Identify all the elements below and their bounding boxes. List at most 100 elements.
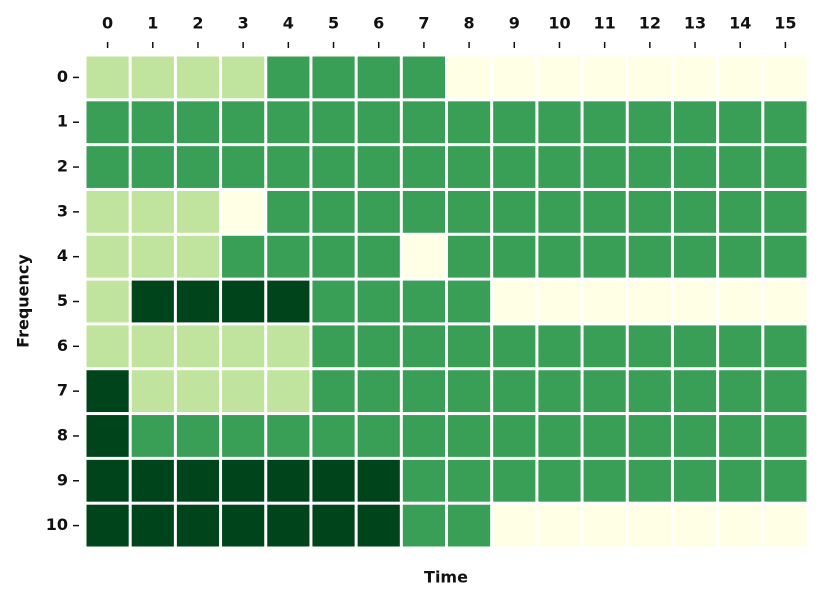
heatmap-cell (222, 504, 265, 547)
heatmap-cell (357, 56, 400, 99)
heatmap-cell (493, 146, 536, 188)
heatmap-cell (448, 235, 491, 278)
x-tick-label: 11 (594, 14, 616, 33)
heatmap-cell (222, 415, 265, 457)
heatmap-cell (267, 370, 310, 413)
heatmap-cell (673, 504, 717, 547)
x-axis-label: Time (424, 568, 468, 587)
y-tick-label: 8 (57, 425, 68, 444)
heatmap-cell (764, 235, 807, 278)
heatmap-cell (719, 101, 762, 144)
heatmap-cell (86, 56, 129, 99)
heatmap-cell (402, 459, 445, 502)
heatmap-cell (312, 325, 355, 368)
heatmap-cell (628, 56, 671, 99)
heatmap-cell (719, 280, 762, 323)
x-tick-label: 9 (509, 14, 520, 33)
heatmap-cell (86, 235, 129, 278)
heatmap-cell (312, 370, 355, 413)
heatmap-cell (402, 101, 445, 144)
x-tick-label: 13 (684, 14, 706, 33)
heatmap-cell (673, 101, 717, 144)
heatmap-cell (131, 190, 174, 233)
heatmap-cell (222, 146, 265, 188)
heatmap-cell (267, 56, 310, 99)
heatmap-cell (312, 235, 355, 278)
heatmap-cell (764, 190, 807, 233)
heatmap-cell (583, 370, 626, 413)
heatmap-cell (357, 235, 400, 278)
heatmap-cell (222, 101, 265, 144)
y-tick-label: 5 (57, 291, 68, 310)
y-tick-label: 0 (57, 67, 68, 86)
x-tick-label: 1 (147, 14, 158, 33)
heatmap-cell (719, 146, 762, 188)
heatmap-cell (131, 146, 174, 188)
heatmap-cell (176, 504, 220, 547)
heatmap-cell (719, 504, 762, 547)
heatmap-cell (402, 190, 445, 233)
heatmap-cell (538, 370, 581, 413)
heatmap-cell (719, 415, 762, 457)
heatmap-cell (357, 459, 400, 502)
heatmap-cell (583, 101, 626, 144)
heatmap-cell (267, 459, 310, 502)
heatmap-cell (402, 415, 445, 457)
x-tick-label: 8 (464, 14, 475, 33)
heatmap-cell (176, 415, 220, 457)
heatmap-cell (312, 190, 355, 233)
heatmap-cell (764, 504, 807, 547)
heatmap-cell (493, 370, 536, 413)
heatmap-cell (402, 504, 445, 547)
heatmap-cell (628, 280, 671, 323)
heatmap-cell (673, 280, 717, 323)
heatmap-cell (448, 459, 491, 502)
heatmap-cell (222, 280, 265, 323)
heatmap-cell (583, 56, 626, 99)
heatmap-cell (86, 370, 129, 413)
heatmap-cell (673, 370, 717, 413)
heatmap-cell (719, 370, 762, 413)
heatmap-cell (719, 235, 762, 278)
heatmap-cell (312, 459, 355, 502)
y-axis-label: Frequency (14, 254, 33, 348)
heatmap-cell (357, 280, 400, 323)
x-tick-label: 2 (192, 14, 203, 33)
heatmap-cell (222, 190, 265, 233)
heatmap-cell (402, 235, 445, 278)
heatmap-cell (176, 370, 220, 413)
heatmap-cell (493, 415, 536, 457)
heatmap-cell (448, 146, 491, 188)
heatmap-cell (538, 190, 581, 233)
heatmap-cell (538, 235, 581, 278)
heatmap-cell (538, 325, 581, 368)
heatmap-cell (312, 101, 355, 144)
y-tick-label: 4 (57, 246, 68, 265)
heatmap-cell (673, 146, 717, 188)
heatmap-cell (176, 325, 220, 368)
x-tick-label: 10 (548, 14, 570, 33)
heatmap-cell (267, 101, 310, 144)
heatmap-cell (628, 415, 671, 457)
x-tick-label: 12 (639, 14, 661, 33)
heatmap-cell (538, 504, 581, 547)
heatmap-cell (267, 415, 310, 457)
heatmap-cell (312, 415, 355, 457)
heatmap-cell (402, 280, 445, 323)
heatmap-cell (764, 325, 807, 368)
heatmap-cell (628, 146, 671, 188)
heatmap-cell (267, 280, 310, 323)
heatmap-cell (538, 415, 581, 457)
x-tick-label: 7 (418, 14, 429, 33)
heatmap-cell (131, 325, 174, 368)
heatmap-cell (583, 146, 626, 188)
heatmap-cell (176, 101, 220, 144)
heatmap-cell (312, 504, 355, 547)
heatmap-cell (719, 459, 762, 502)
x-tick-label: 0 (102, 14, 113, 33)
heatmap-cell (267, 146, 310, 188)
heatmap-cell (222, 459, 265, 502)
heatmap-cell (764, 415, 807, 457)
